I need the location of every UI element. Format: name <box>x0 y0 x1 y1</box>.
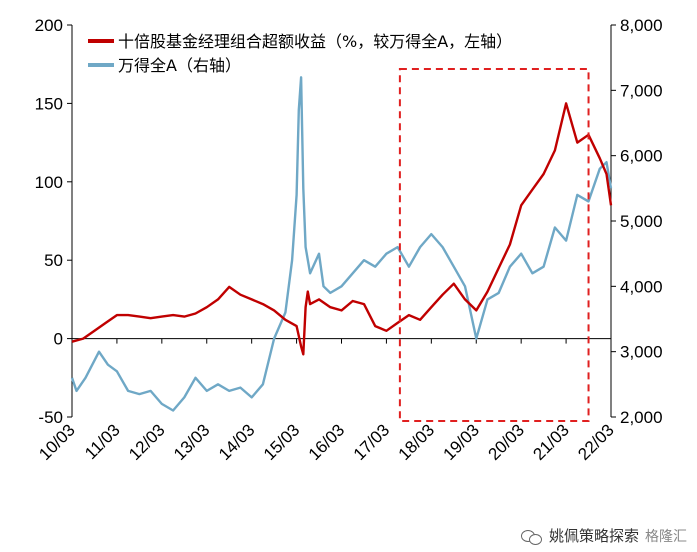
footer-source: 姚佩策略探索 格隆汇 <box>520 525 687 546</box>
x-tick-label: 15/03 <box>260 420 304 464</box>
watermark: 格隆汇 <box>645 528 687 545</box>
right-tick-label: 2,000 <box>620 408 663 427</box>
left-tick-label: 100 <box>35 173 63 192</box>
source-label: 姚佩策略探索 <box>548 527 639 545</box>
right-tick-label: 6,000 <box>620 147 663 166</box>
left-tick-label: 50 <box>44 251 63 270</box>
x-tick-label: 20/03 <box>484 420 528 464</box>
x-tick-label: 22/03 <box>574 420 618 464</box>
legend: 十倍股基金经理组合超额收益（%，较万得全A，左轴） 万得全A（右轴） <box>88 32 512 75</box>
x-tick-label: 13/03 <box>170 420 214 464</box>
right-tick-label: 3,000 <box>620 343 663 362</box>
right-tick-label: 7,000 <box>620 81 663 100</box>
right-tick-label: 8,000 <box>620 16 663 35</box>
right-tick-label: 5,000 <box>620 212 663 231</box>
x-tick-label: 19/03 <box>440 420 484 464</box>
wechat-icon <box>520 528 543 545</box>
x-tick-label: 11/03 <box>81 420 124 463</box>
x-tick-label: 12/03 <box>125 420 169 464</box>
legend-label-wind-a: 万得全A（右轴） <box>118 56 241 75</box>
chart-lines <box>70 76 613 412</box>
series-line-wind-a <box>70 76 613 412</box>
x-tick-label: 17/03 <box>350 420 394 464</box>
legend-label-excess-return: 十倍股基金经理组合超额收益（%，较万得全A，左轴） <box>118 32 512 51</box>
x-tick-label: 21/03 <box>529 420 573 464</box>
x-tick-label: 18/03 <box>395 420 439 464</box>
left-tick-label: 200 <box>35 16 63 35</box>
chart-axes: -50 0 50 100 150 200 2,000 3,000 4,000 5,000 6,000… <box>35 16 663 464</box>
left-tick-label: 150 <box>35 94 63 113</box>
x-tick-label: 14/03 <box>215 420 259 464</box>
series-line-excess-return <box>71 102 613 356</box>
right-tick-label: 4,000 <box>620 277 663 296</box>
x-tick-label: 16/03 <box>305 420 349 464</box>
left-tick-label: 0 <box>54 330 63 349</box>
highlight-dashed-box <box>398 68 590 422</box>
left-tick-label: -50 <box>38 408 63 427</box>
